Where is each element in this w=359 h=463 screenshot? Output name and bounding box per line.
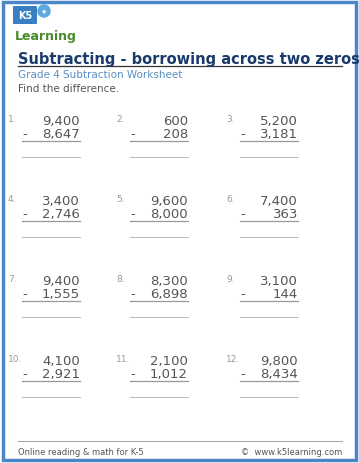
Text: Online reading & math for K-5: Online reading & math for K-5 [18, 447, 144, 456]
Text: 363: 363 [272, 207, 298, 220]
Text: -: - [130, 207, 135, 220]
Text: 8.: 8. [116, 275, 125, 283]
Text: 8,647: 8,647 [42, 128, 80, 141]
Text: 4.: 4. [8, 194, 17, 204]
Text: 5,200: 5,200 [260, 115, 298, 128]
Text: 3,181: 3,181 [260, 128, 298, 141]
Text: ©  www.k5learning.com: © www.k5learning.com [241, 447, 342, 456]
Text: 10.: 10. [8, 354, 22, 363]
Text: 8,434: 8,434 [260, 367, 298, 380]
Text: 9,600: 9,600 [150, 194, 188, 207]
Text: -: - [240, 367, 245, 380]
Text: 9,400: 9,400 [42, 115, 80, 128]
Circle shape [38, 6, 50, 18]
Text: 8,300: 8,300 [150, 275, 188, 288]
Text: 3,400: 3,400 [42, 194, 80, 207]
Text: 6,898: 6,898 [150, 288, 188, 300]
Text: 9.: 9. [226, 275, 235, 283]
Text: -: - [22, 288, 27, 300]
Text: -: - [130, 367, 135, 380]
Text: 6.: 6. [226, 194, 235, 204]
Text: 7.: 7. [8, 275, 17, 283]
Text: 1,555: 1,555 [42, 288, 80, 300]
Text: Grade 4 Subtraction Worksheet: Grade 4 Subtraction Worksheet [18, 70, 182, 80]
FancyBboxPatch shape [13, 7, 37, 25]
Text: 3.: 3. [226, 115, 235, 124]
Text: 11.: 11. [116, 354, 130, 363]
Text: -: - [22, 207, 27, 220]
Text: 3,100: 3,100 [260, 275, 298, 288]
Text: -: - [22, 128, 27, 141]
Text: 9,800: 9,800 [260, 354, 298, 367]
Text: 4,100: 4,100 [42, 354, 80, 367]
Text: 2,921: 2,921 [42, 367, 80, 380]
Text: Find the difference.: Find the difference. [18, 84, 119, 94]
Text: 2.: 2. [116, 115, 125, 124]
Text: 7,400: 7,400 [260, 194, 298, 207]
Text: -: - [22, 367, 27, 380]
Text: -: - [240, 128, 245, 141]
Text: 208: 208 [163, 128, 188, 141]
Text: 600: 600 [163, 115, 188, 128]
Text: 5.: 5. [116, 194, 125, 204]
Text: -: - [240, 207, 245, 220]
Text: 1.: 1. [8, 115, 17, 124]
Text: Subtracting - borrowing across two zeros: Subtracting - borrowing across two zeros [18, 52, 359, 67]
Text: 8,000: 8,000 [150, 207, 188, 220]
Text: Learning: Learning [15, 30, 77, 43]
Text: 2,100: 2,100 [150, 354, 188, 367]
Text: ★: ★ [41, 9, 47, 15]
Text: 12.: 12. [226, 354, 240, 363]
Text: 2,746: 2,746 [42, 207, 80, 220]
Text: 9,400: 9,400 [42, 275, 80, 288]
Text: 1,012: 1,012 [150, 367, 188, 380]
Text: K5: K5 [18, 11, 32, 21]
Text: -: - [130, 288, 135, 300]
Text: -: - [240, 288, 245, 300]
Text: -: - [130, 128, 135, 141]
Text: 144: 144 [273, 288, 298, 300]
